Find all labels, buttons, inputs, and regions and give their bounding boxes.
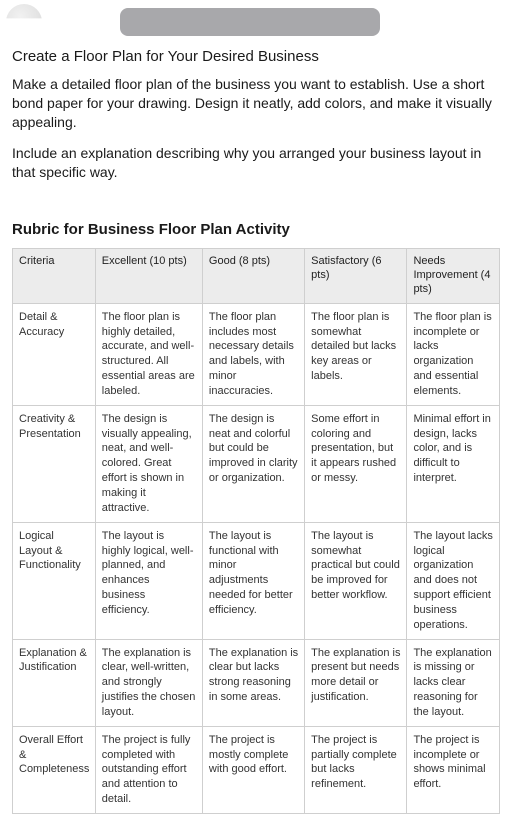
- good-cell: The explanation is clear but lacks stron…: [202, 639, 304, 726]
- excellent-cell: The floor plan is highly detailed, accur…: [95, 303, 202, 405]
- col-needs: Needs Improvement (4 pts): [407, 249, 500, 303]
- col-criteria: Criteria: [13, 249, 96, 303]
- good-cell: The design is neat and colorful but coul…: [202, 405, 304, 522]
- col-satisfactory: Satisfactory (6 pts): [305, 249, 407, 303]
- col-excellent: Excellent (10 pts): [95, 249, 202, 303]
- good-cell: The layout is functional with minor adju…: [202, 522, 304, 639]
- excellent-cell: The explanation is clear, well-written, …: [95, 639, 202, 726]
- satisfactory-cell: Some effort in coloring and presentation…: [305, 405, 407, 522]
- criteria-cell: Logical Layout & Functionality: [13, 522, 96, 639]
- needs-cell: The floor plan is incomplete or lacks or…: [407, 303, 500, 405]
- excellent-cell: The project is fully completed with outs…: [95, 726, 202, 813]
- table-row: Detail & Accuracy The floor plan is high…: [13, 303, 500, 405]
- satisfactory-cell: The layout is somewhat practical but cou…: [305, 522, 407, 639]
- criteria-cell: Creativity & Presentation: [13, 405, 96, 522]
- table-row: Logical Layout & Functionality The layou…: [13, 522, 500, 639]
- good-cell: The project is mostly complete with good…: [202, 726, 304, 813]
- instruction-paragraph-1: Make a detailed floor plan of the busine…: [12, 75, 500, 132]
- criteria-cell: Detail & Accuracy: [13, 303, 96, 405]
- instructions-block: Create a Floor Plan for Your Desired Bus…: [0, 44, 512, 203]
- rubric-table: Criteria Excellent (10 pts) Good (8 pts)…: [12, 248, 500, 814]
- satisfactory-cell: The floor plan is somewhat detailed but …: [305, 303, 407, 405]
- col-good: Good (8 pts): [202, 249, 304, 303]
- table-header-row: Criteria Excellent (10 pts) Good (8 pts)…: [13, 249, 500, 303]
- needs-cell: Minimal effort in design, lacks color, a…: [407, 405, 500, 522]
- criteria-cell: Explanation & Justification: [13, 639, 96, 726]
- satisfactory-cell: The project is partially complete but la…: [305, 726, 407, 813]
- excellent-cell: The design is visually appealing, neat, …: [95, 405, 202, 522]
- activity-title: Create a Floor Plan for Your Desired Bus…: [12, 48, 500, 65]
- table-row: Explanation & Justification The explanat…: [13, 639, 500, 726]
- top-bar-placeholder: [120, 8, 380, 36]
- rubric-section: Rubric for Business Floor Plan Activity …: [0, 203, 512, 814]
- excellent-cell: The layout is highly logical, well-plann…: [95, 522, 202, 639]
- needs-cell: The project is incomplete or shows minim…: [407, 726, 500, 813]
- avatar-placeholder: [6, 4, 42, 40]
- rubric-title: Rubric for Business Floor Plan Activity: [12, 221, 500, 238]
- table-row: Overall Effort & Completeness The projec…: [13, 726, 500, 813]
- table-row: Creativity & Presentation The design is …: [13, 405, 500, 522]
- needs-cell: The explanation is missing or lacks clea…: [407, 639, 500, 726]
- good-cell: The floor plan includes most necessary d…: [202, 303, 304, 405]
- satisfactory-cell: The explanation is present but needs mor…: [305, 639, 407, 726]
- needs-cell: The layout lacks logical organization an…: [407, 522, 500, 639]
- criteria-cell: Overall Effort & Completeness: [13, 726, 96, 813]
- instruction-paragraph-2: Include an explanation describing why yo…: [12, 144, 500, 182]
